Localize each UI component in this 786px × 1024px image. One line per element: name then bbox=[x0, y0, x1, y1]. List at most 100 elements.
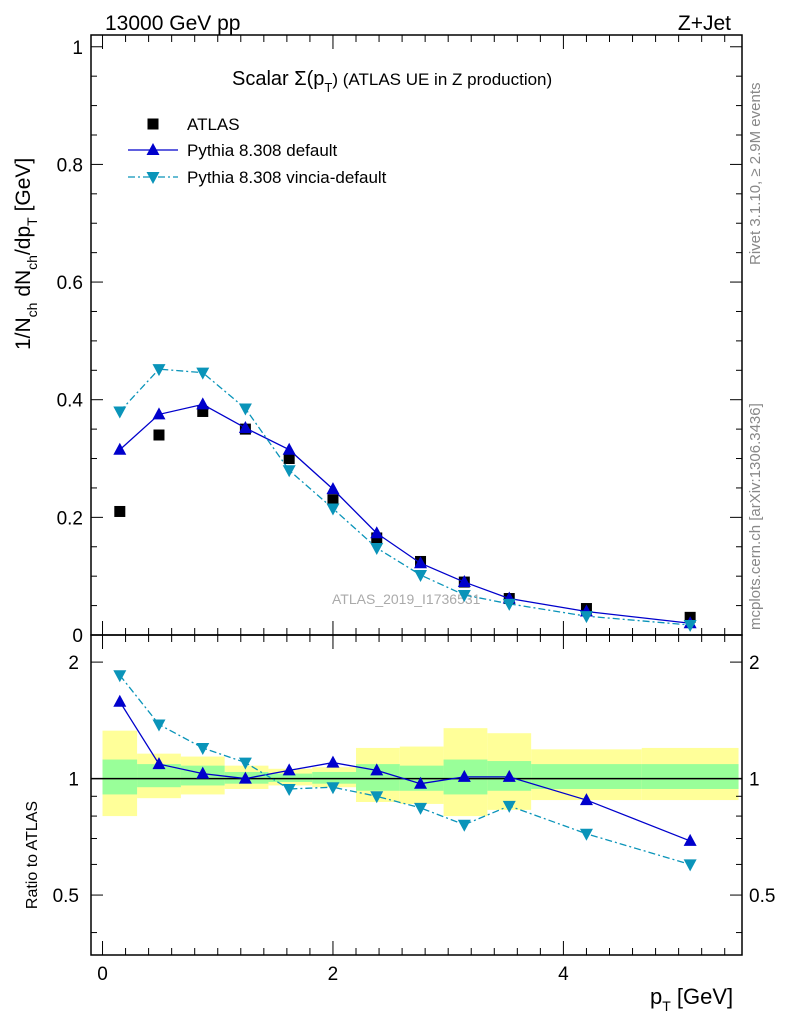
xlabel-main: p bbox=[650, 984, 662, 1009]
legend-label: ATLAS bbox=[187, 115, 240, 134]
ratio-point bbox=[326, 755, 340, 768]
title-sub: T bbox=[324, 80, 332, 95]
ratio-ytick-label-right: 1 bbox=[749, 770, 760, 791]
title-main: Scalar Σ(p bbox=[232, 68, 324, 90]
ratio-ytick-label: 2 bbox=[68, 653, 79, 674]
main-point bbox=[196, 397, 210, 410]
main-ytick-label: 0.2 bbox=[57, 508, 83, 529]
ratio-band-green bbox=[102, 759, 138, 795]
ratio-frame bbox=[90, 634, 743, 956]
ratio-ytick-label: 1 bbox=[68, 770, 79, 791]
ratio-point bbox=[683, 833, 697, 846]
main-point bbox=[414, 556, 428, 569]
ratio-point bbox=[113, 670, 127, 683]
main-ytick-label: 0.6 bbox=[57, 273, 83, 294]
main-point bbox=[197, 405, 209, 417]
ratio-point bbox=[457, 819, 471, 832]
main-point bbox=[327, 494, 339, 506]
main-point bbox=[152, 364, 166, 377]
legend-label: Pythia 8.308 default bbox=[187, 141, 338, 160]
main-point bbox=[683, 620, 697, 632]
legend-marker bbox=[147, 118, 159, 130]
main-title: Scalar Σ(pT) (ATLAS UE in Z production) bbox=[232, 68, 552, 95]
ratio-point bbox=[579, 828, 593, 841]
ratio-point bbox=[579, 793, 593, 806]
main-point bbox=[283, 453, 295, 465]
ylabel-b: ch bbox=[24, 303, 40, 318]
ylabel-d: ch bbox=[24, 255, 40, 270]
ratio-point bbox=[152, 719, 166, 732]
ratio-point bbox=[113, 694, 127, 707]
ratio-band-green bbox=[268, 773, 313, 782]
main-point bbox=[196, 367, 210, 380]
ylabel-c: dN bbox=[12, 270, 35, 303]
main-point bbox=[282, 465, 296, 478]
ratio-point bbox=[502, 769, 516, 782]
legend: ATLAS Pythia 8.308 default Pythia 8.308 vi… bbox=[128, 115, 387, 187]
watermark: ATLAS_2019_I1736531 bbox=[332, 591, 481, 607]
main-point bbox=[414, 570, 428, 582]
ylabel-f: T bbox=[24, 217, 40, 226]
main-point bbox=[238, 403, 252, 416]
ratio-ylabel: Ratio to ATLAS bbox=[24, 801, 41, 909]
main-point bbox=[238, 420, 252, 433]
rivet-label: Rivet 3.1.10, ≥ 2.9M events bbox=[747, 83, 764, 266]
main-point bbox=[457, 575, 471, 588]
ratio-ytick-label-right: 0.5 bbox=[749, 886, 775, 907]
legend-label: Pythia 8.308 vincia-default bbox=[187, 168, 387, 187]
ratio-point bbox=[683, 859, 697, 872]
ratio-point bbox=[282, 783, 296, 796]
main-ylabel: 1/Nch dNch/dpT [GeV] bbox=[12, 158, 40, 350]
mcplots-label: mcplots.cern.ch [arXiv:1306.3436] bbox=[747, 403, 764, 630]
ratio-xtick-label: 0 bbox=[97, 964, 108, 985]
xlabel: pT [GeV] bbox=[650, 984, 733, 1014]
main-series-line bbox=[119, 403, 691, 624]
ratio-point bbox=[457, 769, 471, 782]
title-rest: ) (ATLAS UE in Z production) bbox=[332, 70, 552, 89]
main-ytick-label: 0.4 bbox=[57, 391, 84, 412]
ratio-point bbox=[414, 776, 428, 789]
ratio-band-green bbox=[531, 764, 642, 789]
ratio-point bbox=[502, 800, 516, 813]
ratio-series-line bbox=[119, 674, 691, 866]
main-ytick-label: 1 bbox=[72, 38, 83, 59]
main-point bbox=[326, 482, 340, 495]
ratio-point bbox=[326, 782, 340, 795]
main-point bbox=[457, 590, 471, 602]
ylabel-e: /dp bbox=[12, 226, 35, 255]
main-series-line bbox=[119, 368, 691, 626]
main-plot: 0 0.2 0.4 0.6 0.8 1 bbox=[57, 34, 743, 647]
ratio-xtick-label: 4 bbox=[558, 964, 569, 985]
main-point bbox=[114, 505, 126, 517]
ratio-ytick-label-right: 2 bbox=[749, 653, 760, 674]
main-point bbox=[370, 542, 384, 555]
main-point bbox=[113, 442, 127, 455]
ratio-point bbox=[282, 763, 296, 776]
ratio-point bbox=[196, 766, 210, 779]
ratio-point bbox=[414, 802, 428, 815]
ylabel-g: [GeV] bbox=[12, 158, 35, 218]
ratio-point bbox=[370, 763, 384, 776]
ratio-point bbox=[152, 757, 166, 770]
ratio-ytick-label: 0.5 bbox=[53, 886, 79, 907]
ratio-point bbox=[196, 742, 210, 755]
ratio-plot: 0 2 4 0.5 0.5 1 1 2 2 bbox=[53, 634, 775, 985]
main-point bbox=[282, 442, 296, 455]
main-ytick-label: 0.8 bbox=[57, 155, 83, 176]
main-point bbox=[579, 611, 593, 624]
header-left: 13000 GeV pp bbox=[105, 12, 240, 35]
main-point bbox=[370, 526, 384, 539]
ratio-point bbox=[238, 757, 252, 770]
xlabel-rest: [GeV] bbox=[671, 984, 733, 1009]
ratio-xtick-label: 2 bbox=[328, 964, 339, 985]
header-right: Z+Jet bbox=[678, 12, 731, 35]
ratio-band-green bbox=[641, 764, 739, 789]
main-point bbox=[113, 406, 127, 419]
ratio-series-line bbox=[119, 701, 691, 842]
ratio-point bbox=[238, 771, 252, 784]
main-point bbox=[502, 598, 516, 611]
xlabel-sub: T bbox=[662, 998, 671, 1014]
legend-marker bbox=[146, 143, 160, 155]
ratio-band-green bbox=[137, 764, 181, 788]
